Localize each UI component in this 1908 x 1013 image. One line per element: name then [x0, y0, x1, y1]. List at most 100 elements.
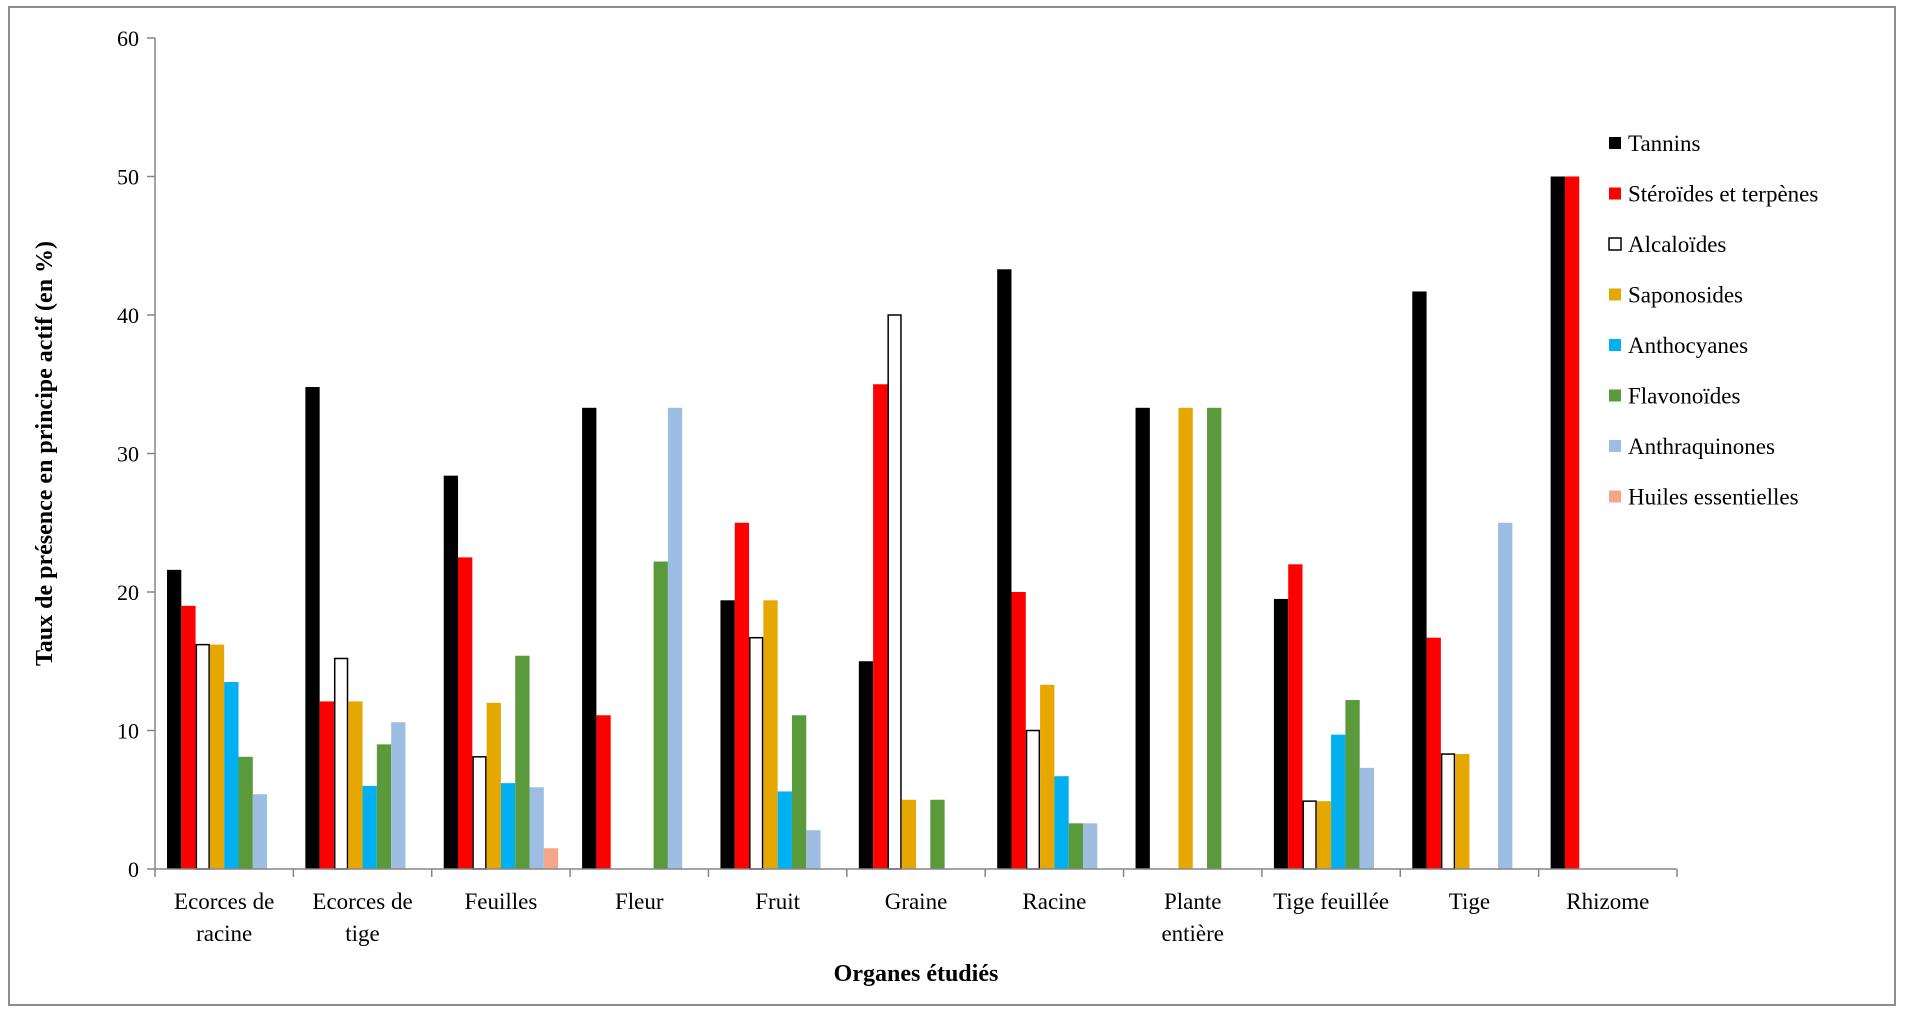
bar-anthocyanes-1 [362, 785, 377, 869]
bar-flavono-des-6 [1068, 823, 1083, 869]
bar-st-ro-des-et-terp-nes-3 [596, 715, 611, 869]
bar-flavono-des-2 [515, 655, 530, 869]
category-label: Tige feuillée [1273, 889, 1389, 914]
legend-label: Saponosides [1628, 283, 1743, 308]
bar-anthraquinones-9 [1498, 522, 1513, 869]
bar-flavono-des-3 [653, 561, 668, 869]
legend-swatch-4 [1609, 339, 1621, 351]
bar-saponosides-8 [1316, 801, 1332, 869]
bar-anthraquinones-3 [667, 407, 683, 869]
category-label: Racine [1022, 889, 1086, 914]
category-label: Fruit [755, 889, 800, 914]
bar-flavono-des-0 [238, 756, 253, 869]
y-tick-label: 0 [128, 857, 139, 882]
bar-saponosides-4 [763, 600, 778, 869]
bar-alcalo-des-0 [195, 643, 210, 870]
bar-anthraquinones-8 [1359, 767, 1375, 869]
bar-tannins-0 [167, 569, 182, 869]
bar-flavono-des-8 [1345, 700, 1360, 869]
legend-swatch-2 [1608, 237, 1622, 251]
x-axis-title: Organes étudiés [834, 961, 999, 987]
category-label: Tige [1449, 889, 1490, 914]
y-tick-label: 50 [117, 165, 139, 190]
bar-tannins-4 [720, 600, 735, 869]
legend-label: Stéroïdes et terpènes [1628, 182, 1818, 207]
category-label: Ecorces de [312, 889, 412, 914]
bar-saponosides-1 [348, 701, 363, 869]
category-label: Plante [1164, 889, 1222, 914]
bar-anthraquinones-1 [391, 722, 406, 869]
bar-tannins-9 [1412, 291, 1427, 870]
bar-anthocyanes-0 [224, 682, 239, 869]
legend-swatch-7 [1609, 490, 1621, 503]
bar-saponosides-6 [1040, 684, 1055, 869]
category-label: tige [345, 921, 380, 946]
bar-flavono-des-7 [1207, 407, 1222, 869]
bar-st-ro-des-et-terp-nes-0 [181, 605, 196, 869]
category-label: Graine [885, 889, 948, 914]
bar-tannins-3 [582, 407, 597, 869]
legend-swatch-5 [1609, 389, 1621, 402]
bar-tannins-2 [443, 475, 459, 869]
bar-anthocyanes-2 [500, 783, 516, 869]
bar-anthraquinones-0 [252, 794, 268, 869]
category-label: Rhizome [1566, 889, 1649, 914]
bar-flavono-des-5 [930, 799, 945, 869]
category-label: Fleur [615, 889, 664, 914]
category-label: Feuilles [464, 889, 537, 914]
legend-label: Huiles essentielles [1628, 485, 1799, 510]
y-tick-label: 60 [117, 26, 139, 51]
category-label: racine [196, 921, 252, 946]
category-label: entière [1161, 921, 1224, 946]
bar-flavono-des-1 [376, 744, 392, 869]
legend-label: Anthocyanes [1628, 333, 1748, 358]
bar-anthraquinones-6 [1082, 823, 1098, 869]
bar-st-ro-des-et-terp-nes-2 [458, 557, 473, 869]
y-tick-label: 10 [117, 719, 139, 744]
bar-anthocyanes-8 [1331, 734, 1346, 869]
bar-tannins-6 [997, 269, 1012, 869]
bar-st-ro-des-et-terp-nes-4 [734, 522, 750, 869]
bar-saponosides-7 [1178, 407, 1193, 869]
legend-label: Anthraquinones [1628, 434, 1775, 459]
bar-alcalo-des-8 [1302, 800, 1317, 870]
legend-swatch-0 [1609, 137, 1621, 149]
bars-group [167, 176, 1580, 870]
legend-swatch-6 [1609, 440, 1621, 452]
bar-alcalo-des-1 [333, 657, 349, 870]
y-tick-label: 30 [117, 442, 139, 467]
bar-anthocyanes-4 [777, 791, 792, 869]
bar-tannins-7 [1135, 407, 1150, 869]
y-ticks-group: 0 10 20 30 40 50 60 [117, 26, 155, 882]
bar-alcalo-des-9 [1440, 753, 1456, 870]
legend-swatch-3 [1609, 288, 1621, 301]
bar-tannins-5 [858, 661, 874, 869]
y-tick-label: 40 [117, 303, 139, 328]
legend-swatch-1 [1609, 187, 1621, 200]
bar-alcalo-des-2 [472, 756, 487, 870]
legend-label: Flavonoïdes [1628, 384, 1740, 409]
bar-alcalo-des-6 [1025, 729, 1041, 870]
y-axis-title: Taux de présence en principe actif (en %… [32, 241, 58, 666]
bar-st-ro-des-et-terp-nes-6 [1011, 592, 1026, 869]
bar-st-ro-des-et-terp-nes-1 [319, 701, 334, 869]
bar-st-ro-des-et-terp-nes-8 [1288, 564, 1303, 869]
legend: Tannins Stéroïdes et terpènes Alcaloïdes Sa… [1608, 131, 1818, 510]
x-ticks-group: Ecorces de racine Ecorces de tige Feuilles Fl… [154, 869, 1678, 946]
y-tick-label: 20 [117, 580, 139, 605]
bar-st-ro-des-et-terp-nes-5 [873, 384, 888, 869]
bar-saponosides-2 [486, 702, 501, 869]
bar-alcalo-des-5 [887, 314, 902, 870]
bar-tannins-10 [1550, 176, 1565, 869]
bar-alcalo-des-4 [749, 636, 764, 870]
bar-tannins-8 [1273, 598, 1289, 869]
legend-label: Tannins [1628, 131, 1701, 156]
bar-saponosides-5 [901, 799, 917, 869]
category-label: Ecorces de [174, 889, 274, 914]
bar-anthraquinones-2 [529, 787, 544, 869]
bar-saponosides-0 [209, 644, 225, 869]
bar-st-ro-des-et-terp-nes-10 [1564, 176, 1580, 869]
bar-huiles-essentielles-2 [543, 848, 559, 869]
bar-saponosides-9 [1455, 754, 1470, 869]
